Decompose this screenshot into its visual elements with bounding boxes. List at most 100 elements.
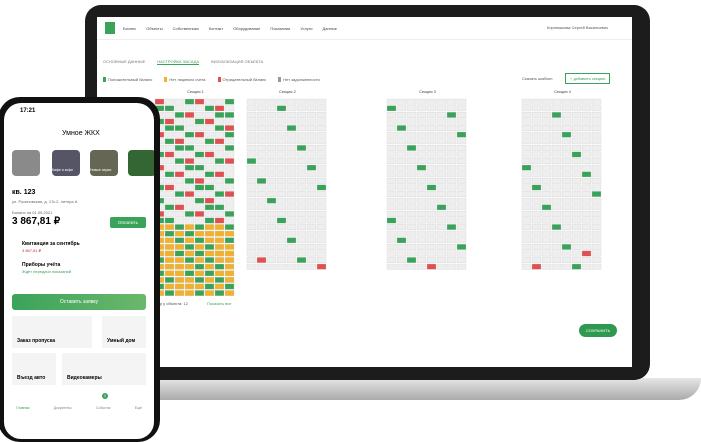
apartment-cell: [256, 112, 267, 118]
apartment-cell: [194, 184, 205, 191]
apartment-cell: [426, 204, 437, 211]
apartment-cell: [296, 230, 307, 237]
story[interactable]: Кафе и кофе: [52, 150, 80, 176]
apartment-cell: [561, 204, 572, 211]
apartment-cell: [591, 171, 602, 178]
apartment-cell: [276, 191, 287, 197]
apartment-cell: [286, 171, 297, 178]
apartment-cell: [446, 118, 457, 125]
apartment-cell: [316, 138, 327, 145]
story[interactable]: [128, 150, 154, 176]
apartment-cell: [224, 250, 235, 257]
tile[interactable]: Видеокамеры: [62, 353, 146, 385]
apartment-cell: [581, 105, 592, 112]
apartment-cell: [456, 112, 467, 118]
nav-item[interactable]: Объекты: [146, 26, 163, 31]
apartment-cell: [286, 204, 297, 211]
apartment-cell: [194, 98, 205, 105]
download[interactable]: Скачать шаблон: [522, 76, 553, 81]
apartment-cell: [386, 178, 397, 184]
apartment-cell: [214, 217, 225, 224]
apartment-cell: [174, 158, 185, 164]
apartment-cell: [581, 197, 592, 204]
apartment-cell: [446, 98, 457, 105]
tile[interactable]: Заказ пропуска: [12, 316, 92, 348]
apartment-cell: [306, 118, 317, 125]
apartment-cell: [256, 164, 267, 171]
pay-button[interactable]: Оплатить: [110, 217, 146, 228]
apartment-cell: [521, 204, 532, 211]
tile[interactable]: Умный дом: [102, 316, 146, 348]
apartment-cell: [436, 158, 447, 164]
show-all[interactable]: Показать все: [207, 301, 232, 306]
nav-item[interactable]: Показания: [270, 26, 291, 31]
apartment-cell: [316, 191, 327, 197]
apartment-cell: [174, 197, 185, 204]
apartment-cell: [416, 112, 427, 118]
apartment-cell: [561, 244, 572, 250]
apartment-cell: [561, 145, 572, 151]
apartment-cell: [396, 244, 407, 250]
apartment-cell: [306, 158, 317, 164]
apartment-cell: [204, 197, 215, 204]
apartment-cell: [224, 244, 235, 250]
story[interactable]: [12, 150, 40, 176]
apartment-cell: [194, 178, 205, 184]
apartment-cell: [204, 171, 215, 178]
apartment-cell: [266, 197, 277, 204]
apartment-cell: [456, 197, 467, 204]
apartment-cell: [316, 178, 327, 184]
apartment-cell: [456, 250, 467, 257]
nav-item[interactable]: Оборудование: [233, 26, 261, 31]
tab-item[interactable]: Ещё: [134, 406, 142, 410]
apartment-cell: [386, 151, 397, 158]
story[interactable]: Новые серии: [90, 150, 118, 176]
apartment-cell: [194, 171, 205, 178]
apartment-cell: [446, 250, 457, 257]
nav-item[interactable]: Бизнес: [123, 26, 137, 31]
tile[interactable]: Въезд авто: [12, 353, 56, 385]
nav-item[interactable]: Контакт: [208, 26, 224, 31]
tab-item[interactable]: Документы: [53, 406, 72, 410]
apartment-cell: [446, 158, 457, 164]
tab[interactable]: НАСТРОЙКА ФАСАДА: [157, 59, 200, 65]
apartment-cell: [581, 224, 592, 230]
meters[interactable]: Приборы учёта: [22, 262, 61, 268]
apartment-cell: [174, 125, 185, 131]
apartment-cell: [204, 145, 215, 151]
receipt[interactable]: Квитанция за сентябрь: [22, 241, 80, 247]
apartment-cell: [296, 105, 307, 112]
apartment-cell: [446, 191, 457, 197]
apartment-cell: [204, 224, 215, 230]
apartment-cell: [256, 158, 267, 164]
apartment-cell: [561, 131, 572, 138]
add-button[interactable]: + добавить секцию: [565, 73, 611, 84]
apartment-cell: [224, 171, 235, 178]
request-button[interactable]: Оставить заявку: [12, 294, 146, 310]
apartment-cell: [204, 217, 215, 224]
apartment-cell: [581, 98, 592, 105]
apartment-cell: [591, 131, 602, 138]
apartment-cell: [396, 263, 407, 270]
nav-item[interactable]: Собственники: [172, 26, 199, 31]
save-button[interactable]: СОХРАНИТЬ: [579, 324, 618, 337]
apartment-cell: [571, 250, 582, 257]
tab-item[interactable]: Главная: [16, 406, 30, 410]
apartment-cell: [276, 250, 287, 257]
apartment-cell: [531, 257, 542, 263]
tab[interactable]: ОСНОВНЫЕ ДАННЫЕ: [103, 59, 146, 64]
apartment-cell: [386, 211, 397, 217]
apartment-cell: [551, 105, 562, 112]
tab-item[interactable]: События: [96, 406, 111, 410]
apartment-cell: [426, 257, 437, 263]
apartment-cell: [214, 224, 225, 230]
apartment-cell: [446, 257, 457, 263]
apartment-cell: [541, 131, 552, 138]
apartment-cell: [266, 118, 277, 125]
nav-item[interactable]: Данные: [322, 26, 337, 31]
user-name[interactable]: Корнюшкова Сергей Васильевич: [547, 25, 609, 30]
tab[interactable]: ВИЗУАЛИЗАЦИЯ ОБЪЕКТА: [211, 59, 264, 64]
apartment-cell: [246, 138, 257, 145]
apartment-cell: [224, 112, 235, 118]
nav-item[interactable]: Услуги: [300, 26, 313, 31]
